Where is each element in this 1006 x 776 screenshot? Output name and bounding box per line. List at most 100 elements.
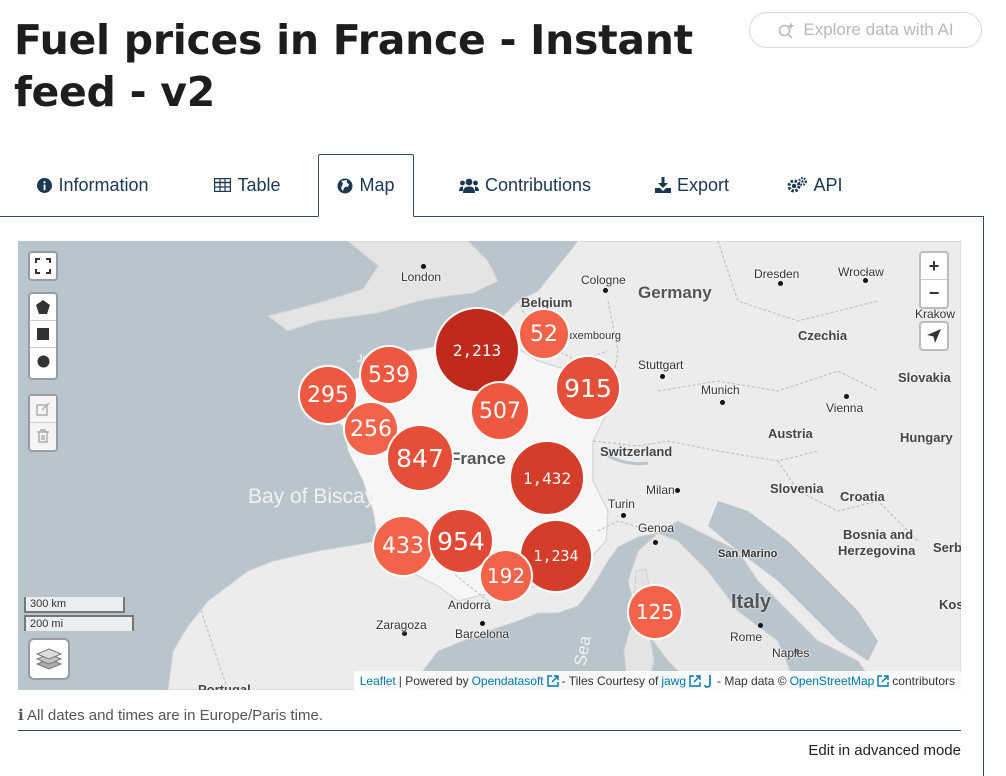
scale-km: 300 km [24,597,125,613]
map-view[interactable]: Bay of Biscay Sea Belgium Germany Czechi… [18,241,961,690]
layers-button[interactable] [30,640,68,678]
tab-export[interactable]: Export [642,154,742,216]
city-dot [660,374,665,379]
advanced-mode-link[interactable]: Edit in advanced mode [808,742,961,759]
city-dot [758,623,763,628]
attribution-text: contributors [892,673,955,688]
edit-toolbar [28,394,58,452]
layers-control[interactable] [28,638,70,680]
country-label: France [450,449,506,468]
cluster-marker[interactable]: 915 [555,355,621,421]
country-label: Austria [768,426,813,441]
tab-information[interactable]: Information [18,154,168,216]
download-icon [654,177,671,193]
external-link-icon [689,674,701,687]
city-label: Wrocław [838,265,884,279]
info-circle-icon [37,177,53,193]
timezone-note: ℹ All dates and times are in Europe/Pari… [18,706,323,724]
city-dot [863,278,868,283]
delete-layers-button[interactable] [30,423,56,449]
city-dot [480,621,485,626]
country-label: Czechia [798,328,848,343]
city-label: Stuttgart [638,358,684,372]
draw-polygon-button[interactable] [30,294,56,321]
draw-circle-button[interactable] [30,348,56,374]
osm-link[interactable]: OpenStreetMap [789,673,875,688]
cluster-marker[interactable]: 192 [479,549,533,603]
city-label: Krakow [915,307,956,321]
tab-map[interactable]: Map [318,154,414,217]
square-icon [37,328,49,340]
city-label: Milan [646,483,675,497]
locate-button[interactable] [921,323,947,349]
city-label: Genoa [638,521,675,535]
country-label: Slovenia [770,481,824,496]
city-dot [402,631,407,636]
users-icon [458,178,479,193]
city-label: uxembourg [566,330,622,342]
cluster-marker[interactable]: 1,432 [509,440,585,516]
city-dot [675,488,680,493]
attribution-text: | Powered by [398,673,469,688]
tab-api[interactable]: API [775,154,855,216]
tab-bar: Information Table Map Contributions Expo… [0,154,984,217]
tab-export-label: Export [676,174,730,195]
cluster-marker[interactable]: 539 [359,345,419,405]
locate-control[interactable] [919,321,949,351]
location-arrow-icon [927,329,941,343]
circle-icon [37,355,49,367]
city-dot [778,281,783,286]
cluster-marker[interactable]: 295 [298,365,358,425]
tab-map-label: Map [359,175,395,195]
city-label: Zaragoza [376,618,427,632]
attribution-text: - Map data © [717,673,787,688]
tab-table-label: Table [237,174,281,195]
zoom-control: + − [919,251,949,309]
country-label: Switzerland [600,444,673,459]
sparkle-search-icon [779,22,796,39]
trash-icon [37,429,49,443]
draw-toolbar [28,292,58,380]
external-link-icon [546,674,559,687]
country-label: Bosnia and [843,527,914,542]
opendatasoft-link[interactable]: Opendatasoft [471,673,544,688]
tab-contributions[interactable]: Contributions [440,154,610,216]
leaflet-link[interactable]: Leaflet [359,673,396,688]
edit-layers-button[interactable] [30,396,56,423]
city-label: Dresden [754,267,800,281]
tab-information-label: Information [58,174,149,195]
cluster-marker[interactable]: 52 [518,308,570,360]
country-label: Kos [939,597,961,612]
fullscreen-control[interactable] [28,251,58,281]
cluster-marker[interactable]: 507 [470,381,530,441]
city-label: Munich [701,383,740,397]
cluster-marker[interactable]: 433 [372,515,434,577]
draw-rectangle-button[interactable] [30,321,56,348]
polygon-icon [36,300,50,314]
tab-api-label: API [813,174,843,195]
cluster-marker[interactable]: 125 [627,584,683,640]
edit-icon [36,402,50,416]
city-label: Rome [730,630,763,644]
zoom-in-button[interactable]: + [921,253,947,280]
page-title: Fuel prices in France - Instant feed - v… [14,16,693,116]
external-link-icon [877,674,889,687]
city-dot [421,264,426,269]
cluster-marker[interactable]: 847 [386,424,454,492]
country-label: Croatia [840,489,885,504]
cluster-marker[interactable]: 2,213 [434,307,520,393]
zoom-out-button[interactable]: − [928,282,940,303]
fullscreen-button[interactable] [30,253,56,279]
country-label: Serb [933,540,961,555]
country-label: Slovakia [898,370,951,385]
city-label: Turin [608,497,635,511]
explore-ai-button[interactable]: Explore data with AI [749,12,982,48]
timezone-note-text: All dates and times are in Europe/Paris … [27,707,324,724]
jawg-link[interactable]: jawg [661,673,687,688]
divider [18,730,961,731]
tab-table[interactable]: Table [200,154,295,216]
city-label: Cologne [581,273,626,287]
city-dot [653,540,658,545]
country-label: Herzegovina [838,543,916,558]
sea-label: Bay of Biscay [248,485,376,508]
